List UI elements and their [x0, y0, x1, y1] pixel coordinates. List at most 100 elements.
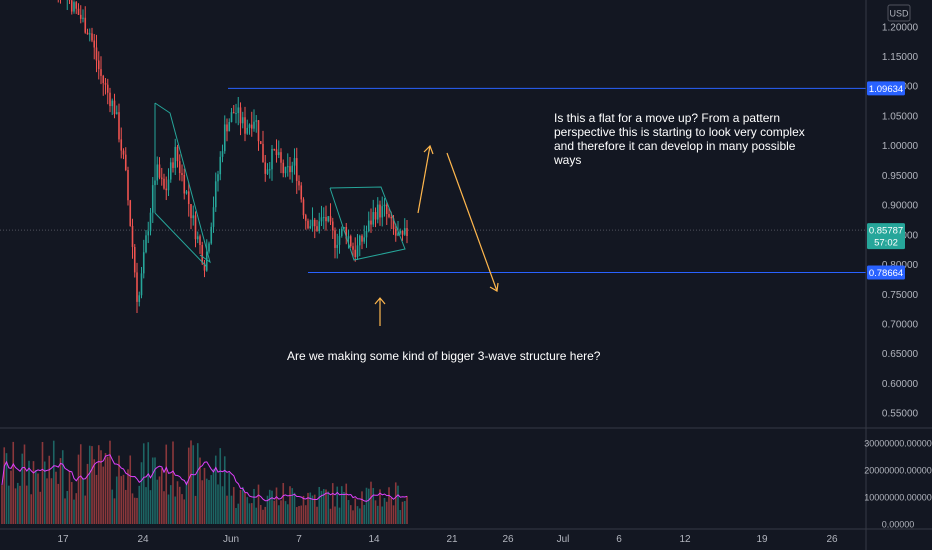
candle-body: [136, 272, 138, 302]
candle-body: [295, 158, 298, 181]
candle-body: [374, 212, 377, 220]
volume-bar: [79, 444, 82, 524]
volume-bar: [313, 494, 316, 524]
top-note-line: and therefore it can develop in many pos…: [554, 139, 796, 153]
candle-body: [266, 169, 269, 174]
volume-bar: [273, 500, 276, 524]
candle-body: [201, 244, 204, 264]
volume-bar: [246, 497, 249, 524]
volume-bar: [255, 507, 258, 524]
volume-bar: [118, 455, 120, 524]
candle-body: [102, 75, 105, 84]
volume-bar: [43, 461, 46, 524]
volume-bar: [311, 495, 314, 524]
volume-bar: [275, 487, 278, 524]
volume-bar: [271, 490, 273, 524]
candle-body: [104, 83, 107, 85]
pattern-drawings[interactable]: [154, 102, 499, 326]
volume-bar: [120, 476, 123, 524]
candle-body: [91, 33, 93, 41]
volume-bar: [140, 462, 143, 524]
candle-body: [354, 249, 357, 258]
arrow-up-head: [423, 144, 434, 155]
currency-label[interactable]: USD: [887, 4, 911, 22]
volume-bar: [73, 499, 75, 524]
volume-bar: [19, 485, 21, 524]
volume-bar: [289, 486, 291, 524]
volume-bar: [388, 487, 390, 524]
level-badge: [867, 81, 905, 96]
volume-bar: [129, 455, 132, 524]
volume-bar: [1, 485, 3, 524]
candle-body: [248, 124, 251, 128]
volume-bar: [336, 486, 339, 524]
price-tick-label: 1.05000: [882, 111, 919, 122]
volume-bar: [298, 506, 300, 524]
candle-body: [167, 179, 170, 191]
candle-body: [133, 246, 136, 273]
price-tick-label: 0.70000: [882, 319, 919, 330]
volume-bar: [352, 510, 354, 524]
time-axis[interactable]: 17 24 Jun 7 14 21 26 Jul 6 12 19 26: [57, 534, 838, 545]
candle-body: [232, 112, 235, 114]
candle-body: [246, 127, 249, 134]
candle-body: [226, 124, 228, 132]
candle-body: [286, 166, 289, 168]
candle-body: [122, 150, 125, 155]
candle-body: [73, 2, 75, 12]
volume-bar: [394, 482, 397, 524]
candle-body: [82, 17, 84, 19]
candle-body: [75, 2, 78, 9]
candle-body: [253, 121, 255, 129]
volume-bar: [199, 457, 201, 524]
volume-bar: [228, 472, 231, 524]
candle-body: [163, 178, 165, 189]
volume-bar: [232, 487, 235, 524]
time-tick-label: 14: [368, 534, 380, 545]
arrow-down-leg: [446, 152, 498, 292]
volume-bar: [39, 491, 42, 524]
candle-body: [113, 100, 116, 115]
volume-bars: [1, 440, 408, 524]
candle-body: [352, 246, 354, 250]
volume-bar: [14, 488, 17, 524]
volume-bar: [68, 470, 71, 524]
volume-bar: [147, 442, 150, 524]
volume-bar: [165, 444, 168, 524]
time-tick-label: 6: [616, 534, 622, 545]
volume-bar: [226, 495, 228, 524]
volume-bar: [59, 458, 62, 524]
candle-body: [262, 143, 264, 163]
volume-bar: [300, 505, 303, 524]
volume-bar: [358, 508, 361, 524]
candle-body: [318, 221, 321, 231]
time-tick-label: Jun: [223, 534, 239, 545]
candle-body: [336, 244, 339, 248]
volume-bar: [201, 480, 204, 524]
volume-bar: [203, 467, 206, 524]
candle-body: [379, 204, 381, 218]
volume-bar: [331, 483, 334, 524]
candle-body: [158, 164, 161, 178]
candle-body: [347, 236, 350, 239]
candle-body: [277, 152, 280, 156]
volume-bar: [61, 450, 64, 524]
chart-annotations[interactable]: Is this a flat for a move up? From a pat…: [287, 111, 805, 363]
candle-body: [228, 122, 231, 132]
candle-body: [196, 236, 199, 240]
volume-bar: [248, 503, 251, 524]
candle-body: [79, 14, 82, 19]
candle-body: [334, 230, 336, 248]
arrow-up-leg: [417, 145, 431, 214]
volume-axis[interactable]: 30000000.00000 20000000.00000 10000000.000…: [864, 438, 932, 529]
candle-body: [316, 226, 318, 231]
volume-bar: [25, 485, 28, 524]
volume-bar: [7, 485, 10, 524]
horizontal-levels[interactable]: [228, 87, 866, 273]
pattern-wedge-bottom: [154, 212, 208, 268]
candle-body: [169, 162, 172, 180]
arrow-down-head: [489, 282, 499, 292]
